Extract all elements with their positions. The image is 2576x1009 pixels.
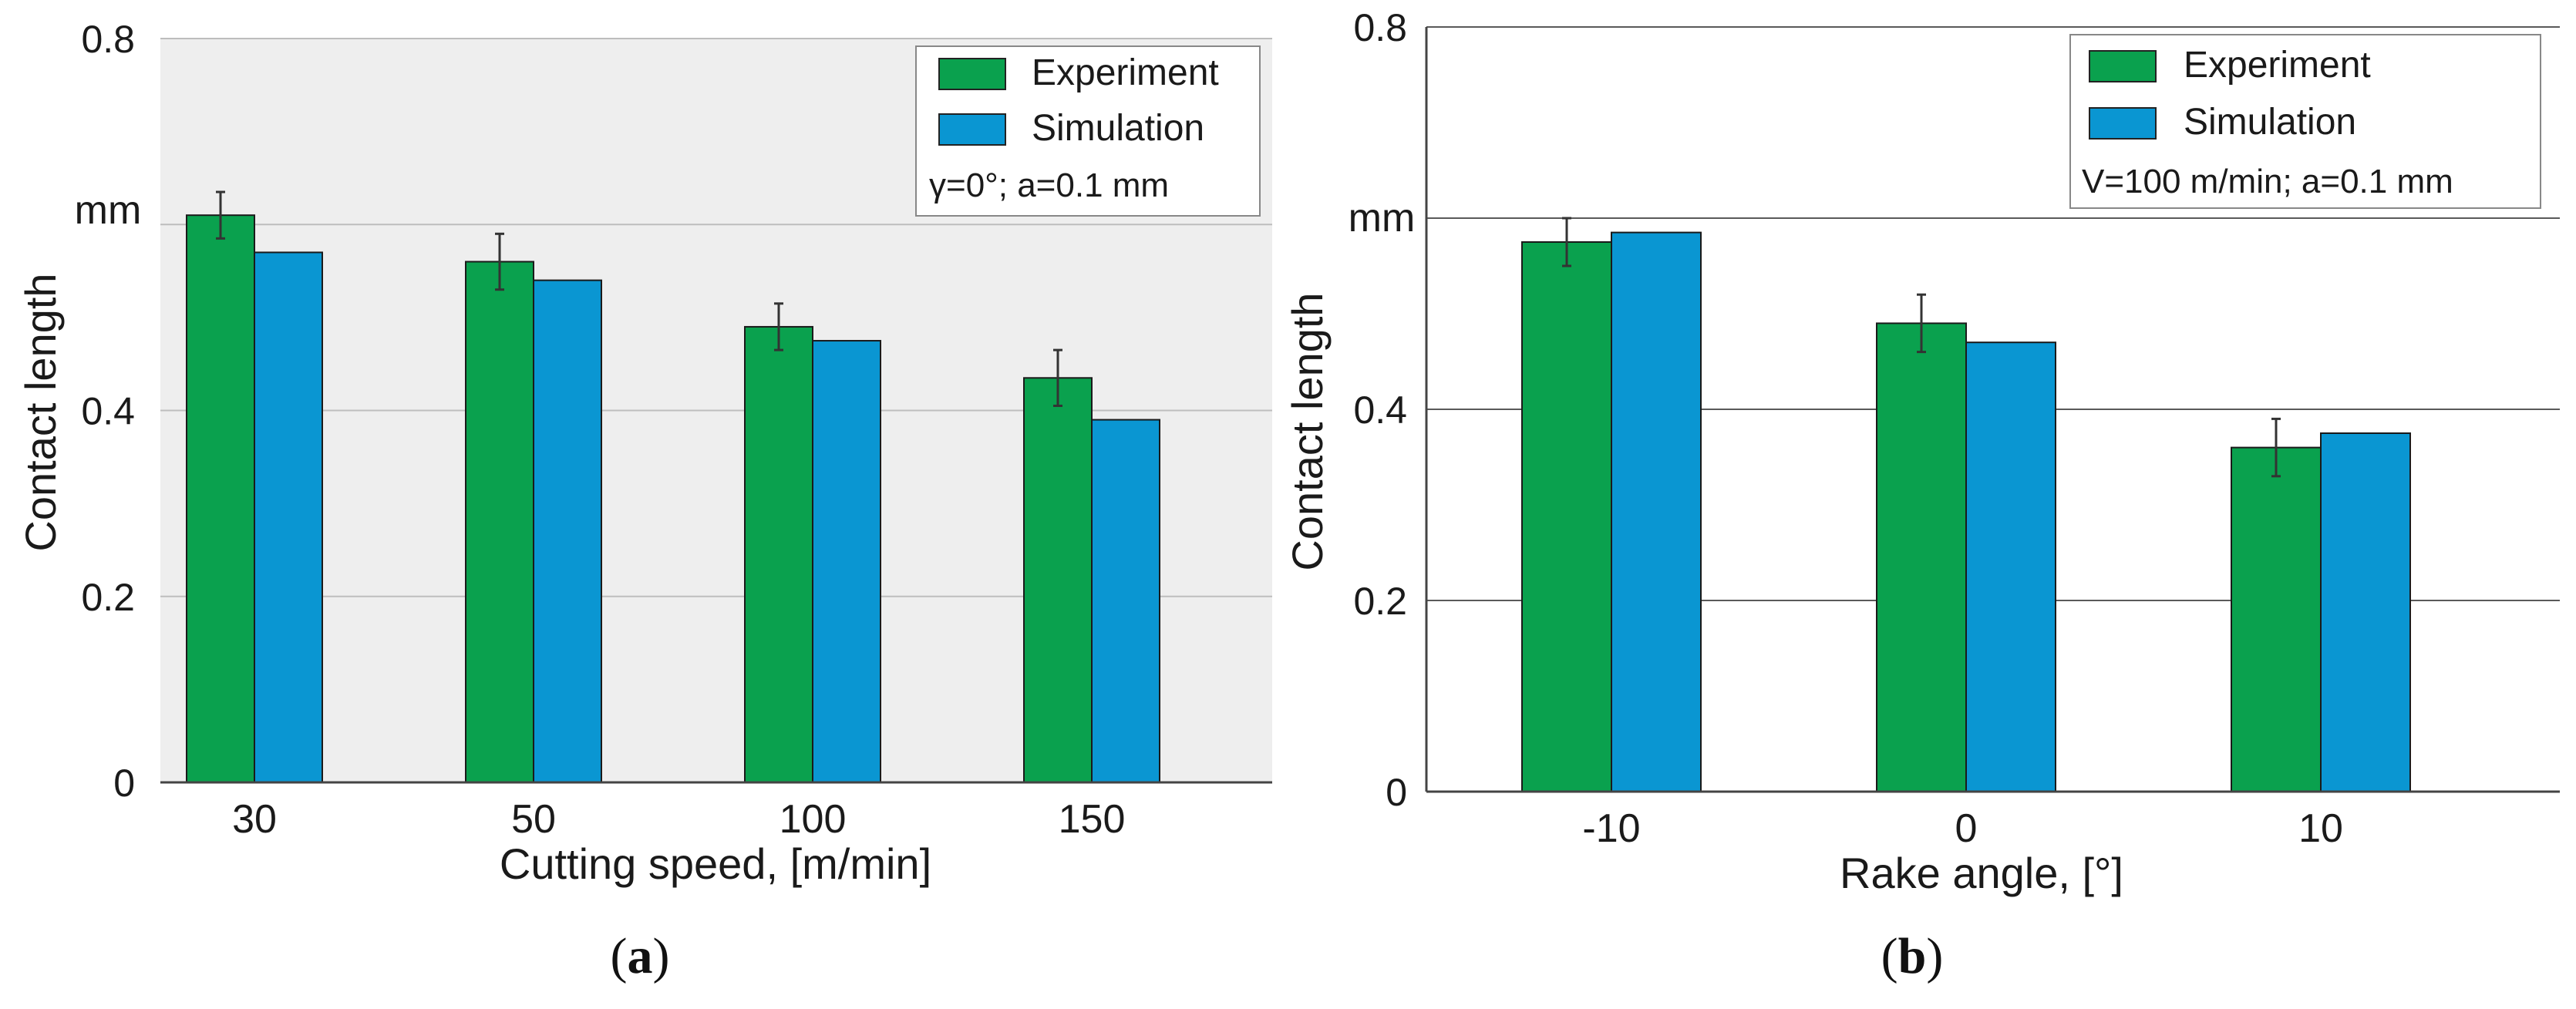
y-tick-label-b: 0.2 bbox=[1353, 580, 1407, 623]
bar-simulation-b bbox=[1965, 341, 2056, 792]
bar-experiment-a bbox=[1023, 377, 1093, 783]
panel-caption-a: (a) bbox=[611, 928, 670, 984]
chart-a: 00.20.40.8 30 50 100 150 mm Contact length … bbox=[16, 18, 1272, 984]
x-tick-label-b: 0 bbox=[1955, 806, 1978, 851]
bar-experiment-b bbox=[2231, 446, 2322, 792]
legend-swatch-simulation-b bbox=[2089, 107, 2157, 140]
y-tick-label-a: 0 bbox=[113, 762, 135, 805]
y-tick-label-b: 0.4 bbox=[1353, 388, 1407, 432]
x-axis-title-a: Cutting speed, [m/min] bbox=[500, 839, 931, 888]
legend-label-experiment-a: Experiment bbox=[1032, 52, 1219, 93]
x-tick-label-a: 30 bbox=[232, 797, 277, 842]
x-tick-labels-b: -10 0 10 bbox=[1582, 806, 2343, 851]
x-tick-labels-a: 30 50 100 150 bbox=[232, 797, 1125, 842]
y-axis-title-b: Contact length bbox=[1283, 292, 1332, 570]
legend-swatch-experiment-a bbox=[938, 58, 1006, 90]
x-axis-title-b: Rake angle, [°] bbox=[1840, 849, 2123, 897]
bar-experiment-a bbox=[186, 214, 255, 783]
legend-label-experiment-b: Experiment bbox=[2184, 45, 2371, 86]
bars-b bbox=[1521, 217, 2411, 793]
y-tick-label-a: 0.8 bbox=[81, 18, 135, 61]
bar-simulation-b bbox=[1611, 231, 1702, 793]
legend-a: Experiment Simulation γ=0°; a=0.1 mm bbox=[915, 45, 1261, 217]
y-tick-label-b: 0 bbox=[1386, 771, 1407, 814]
y-tick-labels-b: 0 0.2 0.4 0.8 bbox=[1353, 6, 1407, 814]
bar-experiment-a bbox=[465, 261, 534, 783]
condition-note-a: γ=0°; a=0.1 mm bbox=[929, 166, 1169, 204]
legend-swatch-experiment-b bbox=[2089, 50, 2157, 82]
bar-simulation-a bbox=[254, 251, 323, 783]
bar-experiment-b bbox=[1876, 322, 1967, 792]
y-tick-label-a: 0.2 bbox=[81, 576, 135, 619]
x-tick-label-b: -10 bbox=[1582, 806, 1640, 851]
bar-simulation-a bbox=[1091, 419, 1160, 783]
bar-experiment-a bbox=[744, 325, 813, 783]
y-tick-label-a: 0.4 bbox=[81, 390, 135, 433]
legend-label-simulation-b: Simulation bbox=[2184, 102, 2356, 143]
x-tick-label-a: 100 bbox=[780, 797, 847, 842]
y-unit-b: mm bbox=[1349, 196, 1416, 240]
bar-simulation-a bbox=[812, 340, 881, 783]
legend-swatch-simulation-a bbox=[938, 113, 1006, 146]
bar-simulation-a bbox=[533, 279, 602, 783]
condition-note-b: V=100 m/min; a=0.1 mm bbox=[2082, 163, 2453, 200]
legend-b: Experiment Simulation V=100 m/min; a=0.1… bbox=[2069, 34, 2541, 209]
y-axis-title-a: Contact length bbox=[16, 273, 65, 551]
x-tick-label-a: 150 bbox=[1059, 797, 1126, 842]
bar-simulation-b bbox=[2320, 432, 2411, 792]
x-tick-label-b: 10 bbox=[2298, 806, 2343, 851]
bar-experiment-b bbox=[1521, 241, 1612, 792]
panel-caption-b: (b) bbox=[1881, 928, 1944, 984]
legend-label-simulation-a: Simulation bbox=[1032, 108, 1204, 149]
y-tick-label-b: 0.8 bbox=[1353, 6, 1407, 49]
y-tick-labels-a: 0 0.2 0.4 0.8 bbox=[81, 18, 135, 805]
chart-b: 0 0.2 0.4 0.8 -10 0 10 mm Contact length Rake… bbox=[1283, 6, 2560, 984]
y-unit-a: mm bbox=[75, 188, 142, 233]
x-tick-label-a: 50 bbox=[511, 797, 556, 842]
